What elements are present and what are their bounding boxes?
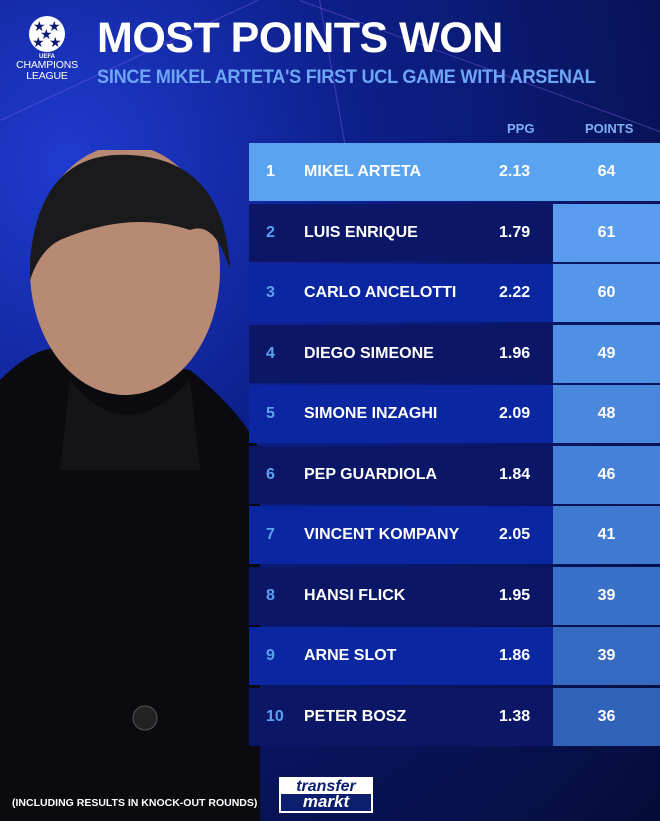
footnote: (INCLUDING RESULTS IN KNOCK-OUT ROUNDS)	[12, 797, 258, 809]
table-row: 3 CARLO ANCELOTTI 2.22 60	[249, 264, 660, 322]
table-row: 5 SIMONE INZAGHI 2.09 48	[249, 385, 660, 443]
points-cell: 64	[597, 163, 616, 180]
ppg-cell: 1.79	[499, 223, 531, 241]
table-row: 7 VINCENT KOMPANY 2.05 41	[249, 506, 660, 564]
table-row: 2 LUIS ENRIQUE 1.79 61	[249, 203, 660, 262]
points-cell: 39	[553, 627, 660, 685]
name-cell: DIEGO SIMEONE	[304, 344, 434, 362]
name-cell: ARNE SLOT	[304, 647, 397, 664]
logo-line1: CHAMPIONS	[16, 59, 78, 71]
points-cell: 49	[553, 324, 660, 383]
starball-icon: ★ ★ ★ ★ ★	[29, 16, 65, 52]
name-cell: PEP GUARDIOLA	[304, 465, 438, 483]
ppg-cell: 1.38	[499, 707, 531, 725]
points-cell: 41	[553, 506, 660, 564]
points-cell: 36	[553, 687, 660, 746]
ppg-cell: 2.09	[499, 405, 531, 422]
transfermarkt-logo: transfer markt	[279, 777, 373, 813]
name-cell: SIMONE INZAGHI	[304, 405, 438, 422]
points-cell: 48	[553, 385, 660, 443]
rank-cell: 8	[266, 586, 275, 604]
table-row: 9 ARNE SLOT 1.86 39	[249, 627, 660, 685]
champions-league-logo: ★ ★ ★ ★ ★ UEFA CHAMPIONS LEAGUE	[8, 16, 86, 82]
rank-cell: 3	[266, 284, 275, 301]
table-row: 1 MIKEL ARTETA 2.13 64	[249, 143, 660, 201]
table-row: 6 PEP GUARDIOLA 1.84 46	[249, 445, 660, 504]
rank-cell: 4	[266, 344, 275, 362]
table-row: 8 HANSI FLICK 1.95 39	[249, 566, 660, 625]
name-cell: VINCENT KOMPANY	[304, 526, 460, 543]
rank-cell: 5	[266, 405, 275, 422]
points-cell: 46	[553, 445, 660, 504]
points-cell: 60	[553, 264, 660, 322]
ppg-cell: 1.84	[499, 465, 531, 483]
name-cell: CARLO ANCELOTTI	[304, 284, 457, 301]
ppg-cell: 2.13	[499, 163, 531, 180]
ppg-cell: 1.86	[499, 647, 531, 664]
name-cell: LUIS ENRIQUE	[304, 223, 418, 241]
points-cell: 61	[553, 203, 660, 262]
rank-cell: 2	[266, 223, 275, 241]
rank-cell: 10	[266, 707, 284, 725]
rank-cell: 1	[266, 163, 275, 180]
logo-line2: LEAGUE	[26, 70, 68, 82]
name-cell: HANSI FLICK	[304, 586, 406, 604]
ppg-cell: 1.96	[499, 344, 531, 362]
ppg-cell: 2.22	[499, 284, 531, 301]
rank-cell: 7	[266, 526, 275, 543]
brand-top: transfer	[281, 779, 371, 795]
points-cell: 39	[553, 566, 660, 625]
column-header-points: POINTS	[585, 121, 634, 136]
table-row: 4 DIEGO SIMEONE 1.96 49	[249, 324, 660, 383]
rank-cell: 6	[266, 465, 275, 483]
rank-cell: 9	[266, 647, 275, 664]
page-subtitle: SINCE MIKEL ARTETA'S FIRST UCL GAME WITH…	[97, 66, 596, 88]
page-title: MOST POINTS WON	[97, 14, 503, 62]
name-cell: MIKEL ARTETA	[304, 163, 422, 180]
ranking-table: 1 MIKEL ARTETA 2.13 64 2 LUIS ENRIQUE 1.79 61 3 C…	[249, 143, 660, 748]
table-row: 10 PETER BOSZ 1.38 36	[249, 687, 660, 746]
column-header-ppg: PPG	[507, 121, 535, 136]
manager-photo	[0, 150, 260, 821]
ppg-cell: 1.95	[499, 586, 531, 604]
brand-bottom: markt	[302, 792, 350, 811]
logo-uefa: UEFA	[38, 54, 55, 60]
ppg-cell: 2.05	[499, 526, 531, 543]
name-cell: PETER BOSZ	[304, 707, 407, 725]
